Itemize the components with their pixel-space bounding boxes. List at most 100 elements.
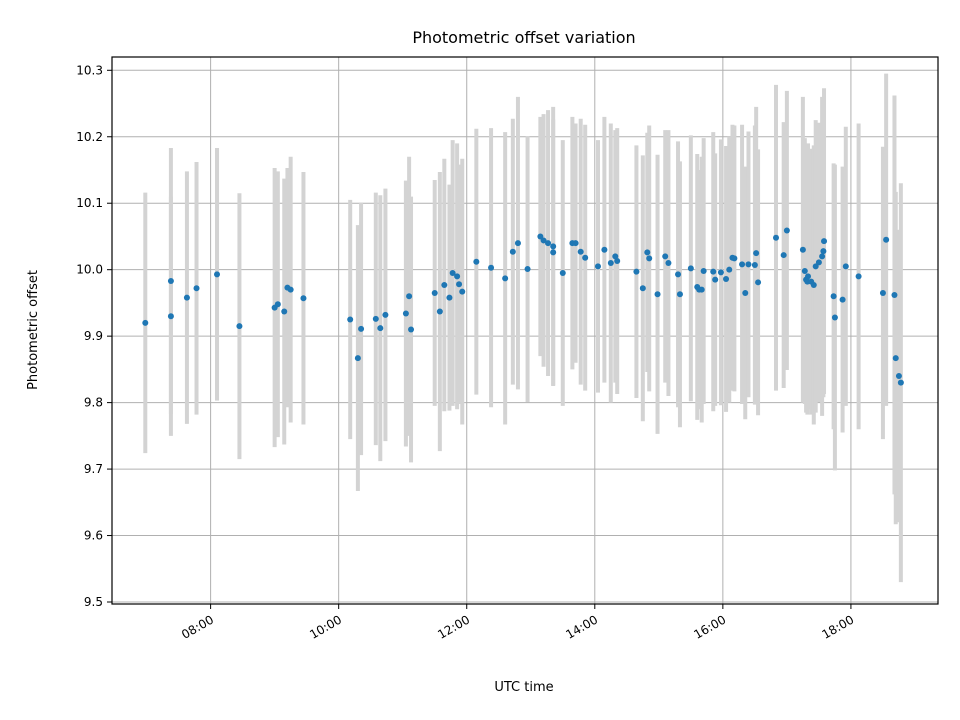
data-point <box>662 253 669 260</box>
data-point <box>488 264 495 271</box>
data-point <box>820 248 827 255</box>
chart-title: Photometric offset variation <box>412 28 635 47</box>
axes-frame <box>111 56 939 605</box>
data-point <box>183 294 190 301</box>
data-point <box>300 295 307 302</box>
data-point <box>675 271 682 278</box>
data-point <box>537 233 544 240</box>
data-point <box>287 286 294 293</box>
data-point <box>726 266 733 273</box>
data-point <box>700 268 707 275</box>
y-axis-ticks: 9.5 9.6 9.7 9.8 9.9 10.0 10.1 10.2 10.3 <box>76 63 112 609</box>
x-axis-label: UTC time <box>494 680 553 695</box>
data-point <box>892 355 899 362</box>
data-point <box>676 291 683 298</box>
data-point <box>354 355 361 362</box>
x-axis-ticks: 08:00 10:00 12:00 14:00 16:00 18:00 <box>179 604 856 642</box>
data-point <box>594 263 601 270</box>
data-point <box>545 240 552 247</box>
data-point <box>382 311 389 318</box>
data-point <box>456 281 463 288</box>
data-point <box>821 238 828 245</box>
data-point <box>550 243 557 250</box>
data-point <box>372 315 379 322</box>
data-point <box>577 248 584 255</box>
data-point <box>281 308 288 315</box>
data-point <box>805 273 812 280</box>
data-point <box>502 275 509 282</box>
data-point <box>607 260 614 267</box>
y-axis-label: Photometric offset <box>26 270 41 390</box>
y-tick-label: 10.3 <box>76 63 103 77</box>
y-tick-label: 9.7 <box>84 462 103 476</box>
data-point <box>780 252 787 259</box>
data-point <box>742 289 749 296</box>
data-point <box>167 313 174 320</box>
x-tick-label: 12:00 <box>435 612 472 641</box>
data-point <box>377 325 384 332</box>
data-point <box>446 294 453 301</box>
data-point <box>773 234 780 241</box>
data-point <box>193 285 200 292</box>
data-point <box>441 281 448 288</box>
x-tick-label: 10:00 <box>307 612 344 641</box>
data-point <box>358 325 365 332</box>
data-point <box>540 237 547 244</box>
errorbars <box>143 73 903 583</box>
data-point <box>753 250 760 257</box>
data-point <box>710 268 717 275</box>
x-tick-label: 18:00 <box>819 612 856 641</box>
data-point <box>830 293 837 300</box>
data-point <box>745 261 752 268</box>
data-point <box>550 249 557 256</box>
data-point <box>214 271 221 278</box>
data-point <box>819 253 826 260</box>
data-point <box>473 258 480 265</box>
data-point <box>815 259 822 266</box>
data-point <box>167 277 174 284</box>
data-point <box>810 281 817 288</box>
data-point <box>559 270 566 277</box>
data-point <box>274 301 281 308</box>
data-point <box>639 285 646 292</box>
data-point <box>855 273 862 280</box>
data-point <box>799 246 806 253</box>
y-tick-label: 9.9 <box>84 329 103 343</box>
data-point <box>897 379 904 386</box>
data-point <box>712 276 719 283</box>
data-point <box>812 263 819 270</box>
data-point <box>755 279 762 286</box>
data-point <box>633 268 640 275</box>
data-point <box>436 308 443 315</box>
data-point <box>842 263 849 270</box>
y-tick-label: 10.2 <box>76 130 103 144</box>
data-point <box>783 227 790 234</box>
data-point <box>509 248 516 255</box>
data-point <box>614 258 621 265</box>
data-point <box>406 293 413 300</box>
data-point <box>687 265 694 272</box>
data-point <box>142 319 149 326</box>
data-points <box>142 227 904 386</box>
data-point <box>601 246 608 253</box>
data-point <box>751 262 758 269</box>
data-point <box>236 323 243 330</box>
data-point <box>524 266 531 273</box>
data-point <box>449 270 456 277</box>
data-point <box>831 314 838 321</box>
y-tick-label: 9.6 <box>84 529 103 543</box>
data-point <box>883 236 890 243</box>
data-point <box>644 249 651 256</box>
x-tick-label: 14:00 <box>563 612 600 641</box>
data-point <box>408 326 415 333</box>
data-point <box>431 289 438 296</box>
data-point <box>895 373 902 380</box>
y-tick-label: 9.5 <box>84 595 103 609</box>
data-point <box>731 255 738 262</box>
data-point <box>717 269 724 276</box>
data-point <box>402 310 409 317</box>
data-point <box>698 286 705 293</box>
data-point <box>879 289 886 296</box>
